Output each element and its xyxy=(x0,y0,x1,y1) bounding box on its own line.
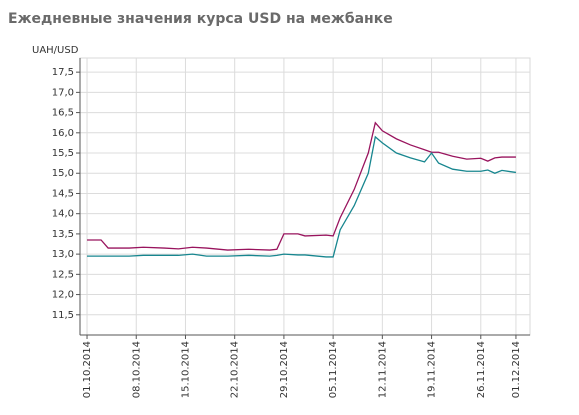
y-tick-label: 13,0 xyxy=(52,249,74,260)
y-tick-label: 16,5 xyxy=(52,108,74,119)
y-tick-label: 14,5 xyxy=(52,188,74,199)
series-line xyxy=(87,121,516,251)
x-tick-label: 22.10.2014 xyxy=(230,341,241,398)
y-tick-label: 15,5 xyxy=(52,148,74,159)
x-tick-label: 08.10.2014 xyxy=(131,341,142,398)
x-tick-label: 15.10.2014 xyxy=(180,341,191,398)
plot-frame xyxy=(79,57,531,336)
x-tick-label: 12.11.2014 xyxy=(377,341,388,398)
chart-title: Ежедневные значения курса USD на межбанк… xyxy=(8,11,393,27)
y-tick-label: 11,5 xyxy=(52,310,74,321)
y-tick-label: 14,0 xyxy=(52,209,74,220)
x-tick-label: 01.12.2014 xyxy=(511,341,522,398)
y-axis-label: UAH/USD xyxy=(32,45,79,56)
y-tick-label: 12,0 xyxy=(52,290,74,301)
y-tick-label: 16,0 xyxy=(52,128,74,139)
y-tick-label: 12,5 xyxy=(52,269,74,280)
y-tick-label: 17,5 xyxy=(52,67,74,78)
x-tick-label: 01.10.2014 xyxy=(82,341,93,398)
x-tick-label: 29.10.2014 xyxy=(279,341,290,398)
y-tick-label: 15,0 xyxy=(52,168,74,179)
x-tick-label: 19.11.2014 xyxy=(427,341,438,398)
series-line xyxy=(87,135,517,258)
y-tick-label: 13,5 xyxy=(52,229,74,240)
y-tick-label: 17,0 xyxy=(52,87,74,98)
x-tick-label: 26.11.2014 xyxy=(476,341,487,398)
x-tick-label: 05.11.2014 xyxy=(328,341,339,398)
